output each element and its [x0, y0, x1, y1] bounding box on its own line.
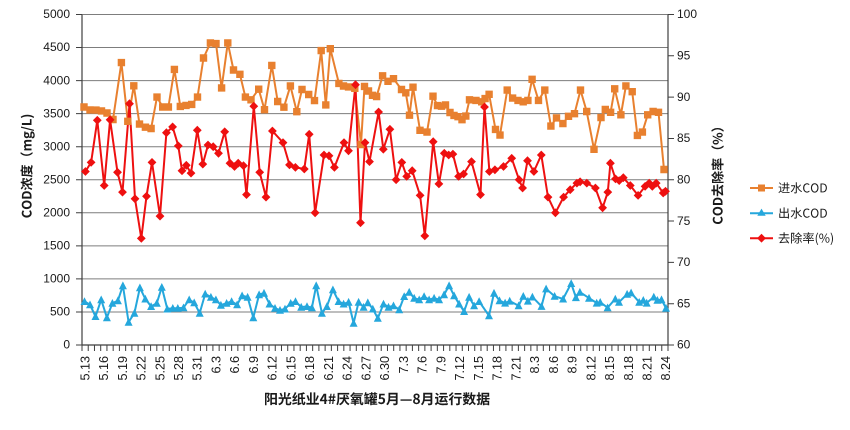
svg-text:5.25: 5.25: [153, 356, 167, 381]
svg-text:7.12: 7.12: [453, 356, 467, 381]
svg-text:3000: 3000: [43, 139, 70, 153]
svg-text:7.9: 7.9: [434, 356, 448, 374]
svg-text:70: 70: [677, 255, 691, 269]
svg-text:7.15: 7.15: [472, 356, 486, 381]
svg-text:6.3: 6.3: [210, 356, 224, 374]
svg-text:6.6: 6.6: [228, 356, 242, 374]
svg-text:8.6: 8.6: [547, 356, 561, 374]
svg-text:75: 75: [677, 214, 691, 228]
svg-text:7.3: 7.3: [397, 356, 411, 374]
svg-text:6.18: 6.18: [303, 356, 317, 381]
svg-text:7.6: 7.6: [416, 356, 430, 374]
svg-text:8.15: 8.15: [603, 356, 617, 381]
svg-text:6.27: 6.27: [359, 356, 373, 381]
svg-text:4500: 4500: [43, 40, 70, 54]
svg-text:8.21: 8.21: [641, 356, 655, 381]
svg-text:6.30: 6.30: [378, 356, 392, 381]
svg-text:1500: 1500: [43, 238, 70, 252]
svg-text:500: 500: [50, 305, 70, 319]
svg-text:5.16: 5.16: [97, 356, 111, 381]
svg-text:5000: 5000: [43, 7, 70, 21]
svg-text:2000: 2000: [43, 205, 70, 219]
svg-text:8.9: 8.9: [566, 356, 580, 374]
svg-text:4000: 4000: [43, 73, 70, 87]
svg-text:100: 100: [677, 7, 697, 21]
svg-text:8.12: 8.12: [584, 356, 598, 381]
svg-text:5.22: 5.22: [135, 356, 149, 381]
svg-text:5.28: 5.28: [172, 356, 186, 381]
svg-text:8.18: 8.18: [622, 356, 636, 381]
svg-text:5.31: 5.31: [191, 356, 205, 381]
svg-text:2500: 2500: [43, 172, 70, 186]
svg-text:60: 60: [677, 338, 691, 352]
svg-text:8.3: 8.3: [528, 356, 542, 374]
svg-text:6.21: 6.21: [322, 356, 336, 381]
svg-text:90: 90: [677, 90, 691, 104]
svg-text:6.15: 6.15: [284, 356, 298, 381]
svg-text:3500: 3500: [43, 106, 70, 120]
svg-text:8.24: 8.24: [659, 356, 673, 381]
svg-text:6.9: 6.9: [247, 356, 261, 374]
svg-text:95: 95: [677, 48, 691, 62]
svg-text:6.24: 6.24: [341, 356, 355, 381]
svg-text:6.12: 6.12: [266, 356, 280, 381]
svg-text:7.21: 7.21: [509, 356, 523, 381]
svg-text:65: 65: [677, 296, 691, 310]
svg-text:5.13: 5.13: [78, 356, 92, 381]
svg-text:5.19: 5.19: [116, 356, 130, 381]
svg-text:85: 85: [677, 131, 691, 145]
svg-text:7.18: 7.18: [491, 356, 505, 381]
svg-text:0: 0: [63, 338, 70, 352]
svg-text:80: 80: [677, 172, 691, 186]
svg-text:1000: 1000: [43, 272, 70, 286]
